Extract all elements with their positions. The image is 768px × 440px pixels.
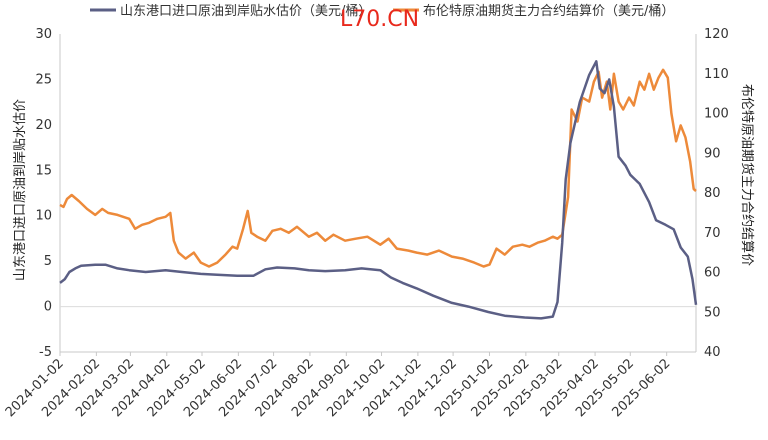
y-right-tick-label: 100 [704, 107, 729, 122]
y-left-axis-title: 山东港口进口原油到岸贴水估价 [13, 99, 28, 281]
y-right-tick-label: 50 [704, 305, 721, 320]
y-left-tick-label: 10 [35, 209, 52, 224]
legend-label-brent: 布伦特原油期货主力合约结算价（美元/桶） [423, 3, 674, 19]
y-right-axis-title: 布伦特原油期货主力合约结算价 [739, 84, 755, 266]
y-left-tick-label: 15 [35, 163, 52, 178]
y-left-tick-label: 20 [35, 118, 52, 133]
y-left-tick-label: 0 [44, 300, 52, 315]
y-left-tick-label: 5 [44, 254, 52, 269]
y-right-tick-label: 110 [704, 67, 729, 82]
series-line-discount [59, 60, 698, 320]
legend-label-discount: 山东港口进口原油到岸贴水估价（美元/桶） [120, 4, 371, 19]
y-right-tick-label: 40 [704, 345, 721, 360]
watermark: L70.CN [340, 7, 419, 32]
y-left-tick-label: 30 [35, 27, 52, 42]
y-left-ticks: -5 0 5 10 15 20 25 30 [35, 27, 52, 360]
series-line-brent [59, 68, 697, 268]
y-right-tick-label: 70 [704, 226, 721, 241]
y-right-tick-label: 120 [704, 27, 729, 42]
x-ticks: 2024-01-022024-02-022024-03-022024-04-02… [3, 352, 673, 420]
y-right-ticks: 40 50 60 70 80 90 100 110 120 [704, 27, 729, 360]
y-right-tick-label: 90 [704, 146, 721, 161]
y-left-tick-label: -5 [39, 345, 52, 360]
series-layer [59, 60, 698, 320]
y-right-tick-label: 80 [704, 186, 721, 201]
y-left-tick-label: 25 [35, 72, 52, 87]
legend: 山东港口进口原油到岸贴水估价（美元/桶） 布伦特原油期货主力合约结算价（美元/桶… [90, 3, 674, 19]
y-right-tick-label: 60 [704, 266, 721, 281]
